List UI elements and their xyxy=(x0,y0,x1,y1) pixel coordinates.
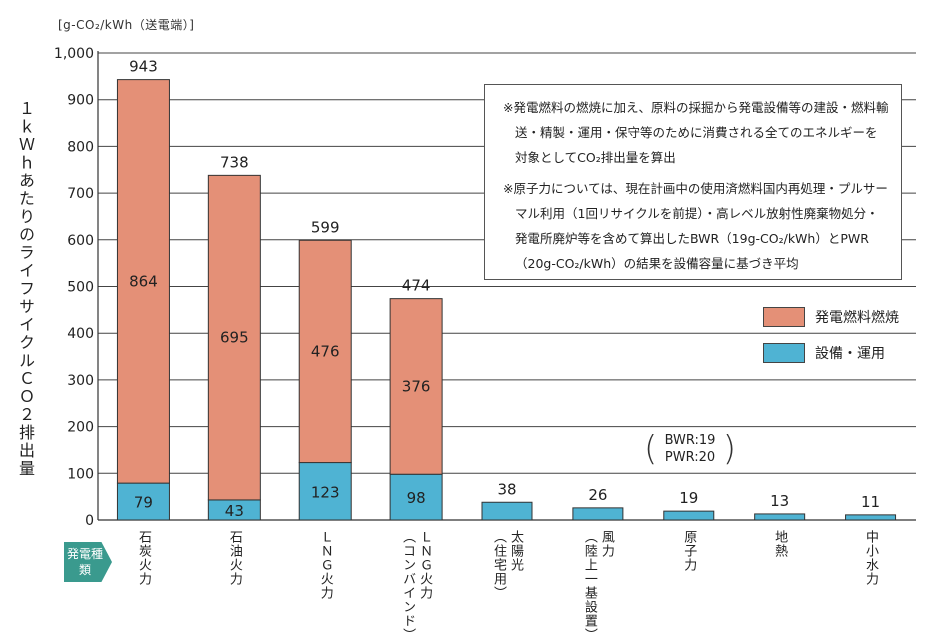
x-tick-label: ＬＮＧ火力 xyxy=(295,530,355,600)
annotation-pwr: PWR:20 xyxy=(664,450,716,465)
note-1: ※発電燃料の燃焼に加え、原料の採掘から発電設備等の建設・燃料輸送・精製・運用・保… xyxy=(503,100,889,165)
x-tick-label: 石油火力 xyxy=(204,530,264,586)
y-tick-label: 600 xyxy=(67,233,94,249)
y-tick-label: 400 xyxy=(67,326,94,342)
x-tick-label: 地熱 xyxy=(750,530,810,558)
y-tick-label: 800 xyxy=(67,139,94,155)
x-tick-label: 石炭火力 xyxy=(113,530,173,586)
data-label-total: 11 xyxy=(861,493,880,511)
y-tick-label: 300 xyxy=(67,373,94,389)
x-tick-label-line: 地熱 xyxy=(772,530,788,558)
x-tick-label-line: 太陽光 xyxy=(508,530,523,572)
x-tick-label-line: 風力 xyxy=(598,530,614,558)
x-tick-label-line: （住宅用） xyxy=(491,530,506,600)
x-tick-label-line: （陸上一基設置） xyxy=(581,530,597,642)
data-label-total: 19 xyxy=(679,489,698,507)
annotation-left-paren: ( xyxy=(644,429,658,469)
y-tick-label: 200 xyxy=(67,420,94,436)
y-tick-label: 500 xyxy=(67,280,94,296)
data-label-total: 599 xyxy=(311,218,340,236)
legend-label-facility: 設備・運用 xyxy=(815,346,885,362)
x-tick-label-line: 石油火力 xyxy=(226,530,242,586)
annotation-right-paren: ) xyxy=(722,429,736,469)
y-axis-label: １ｋＷｈあたりのライフサイクルＣＯ２排出量 xyxy=(16,100,35,478)
notes-box: ※発電燃料の燃焼に加え、原料の採掘から発電設備等の建設・燃料輸送・精製・運用・保… xyxy=(484,84,902,280)
y-tick-label: 900 xyxy=(67,93,94,109)
x-tick-label: 中小水力 xyxy=(841,530,901,586)
bar-facility xyxy=(481,501,533,521)
y-tick-label: 100 xyxy=(67,466,94,482)
x-tick-label-line: 原子力 xyxy=(681,530,697,572)
data-label-total: 13 xyxy=(770,492,789,510)
legend-item-combustion: 発電燃料燃焼 xyxy=(763,306,899,328)
data-label-total: 38 xyxy=(497,480,516,498)
bar-combustion xyxy=(207,174,261,501)
x-tick-label: 太陽光 （住宅用） xyxy=(477,530,537,600)
data-label-facility: 123 xyxy=(311,483,340,501)
data-label-combustion: 695 xyxy=(220,329,249,347)
x-tick-label-line: （コンバインド） xyxy=(400,530,416,642)
legend: 発電燃料燃焼 設備・運用 xyxy=(763,306,899,378)
legend-swatch-facility xyxy=(763,343,805,363)
data-label-facility: 98 xyxy=(407,489,426,507)
category-badge: 発電種類 xyxy=(64,542,112,582)
x-tick-label-line: 石炭火力 xyxy=(135,530,151,586)
unit-label: [g-CO₂/kWh（送電端）] xyxy=(58,18,195,32)
bar-facility xyxy=(754,513,806,521)
data-label-facility: 79 xyxy=(134,494,153,512)
x-tick-label: ＬＮＧ火力 （コンバインド） xyxy=(386,530,446,642)
y-tick-label: 1,000 xyxy=(54,46,94,62)
bar-facility xyxy=(298,462,352,521)
data-label-combustion: 864 xyxy=(129,272,158,290)
x-tick-label-line: ＬＮＧ火力 xyxy=(317,530,333,600)
legend-label-combustion: 発電燃料燃焼 xyxy=(815,310,899,326)
nuclear-annotation: ( BWR:19 PWR:20 ) xyxy=(644,432,736,466)
bar-combustion xyxy=(389,298,443,475)
x-tick-label: 風力 （陸上一基設置） xyxy=(568,530,628,642)
bar-facility xyxy=(845,514,897,521)
data-label-total: 943 xyxy=(129,58,158,76)
legend-swatch-combustion xyxy=(763,307,805,327)
data-label-combustion: 476 xyxy=(311,342,340,360)
y-tick-label: 0 xyxy=(85,513,94,529)
y-tick-label: 700 xyxy=(67,186,94,202)
data-label-total: 26 xyxy=(588,486,607,504)
data-label-total: 474 xyxy=(402,277,431,295)
x-tick-label: 原子力 xyxy=(659,530,719,572)
x-tick-label-line: ＬＮＧ火力 xyxy=(417,530,433,600)
bar-combustion xyxy=(298,239,352,464)
bar-facility xyxy=(663,510,715,521)
legend-item-facility: 設備・運用 xyxy=(763,342,899,364)
x-tick-label-line: 中小水力 xyxy=(863,530,879,586)
data-label-combustion: 376 xyxy=(402,377,431,395)
bar-facility xyxy=(572,507,624,521)
note-2: ※原子力については、現在計画中の使用済燃料国内再処理・プルサーマル利用（1回リサ… xyxy=(503,181,888,271)
bar-facility xyxy=(116,482,170,521)
data-label-total: 738 xyxy=(220,153,249,171)
data-label-facility: 43 xyxy=(225,502,244,520)
bar-combustion xyxy=(116,79,170,484)
annotation-bwr: BWR:19 xyxy=(664,433,716,448)
